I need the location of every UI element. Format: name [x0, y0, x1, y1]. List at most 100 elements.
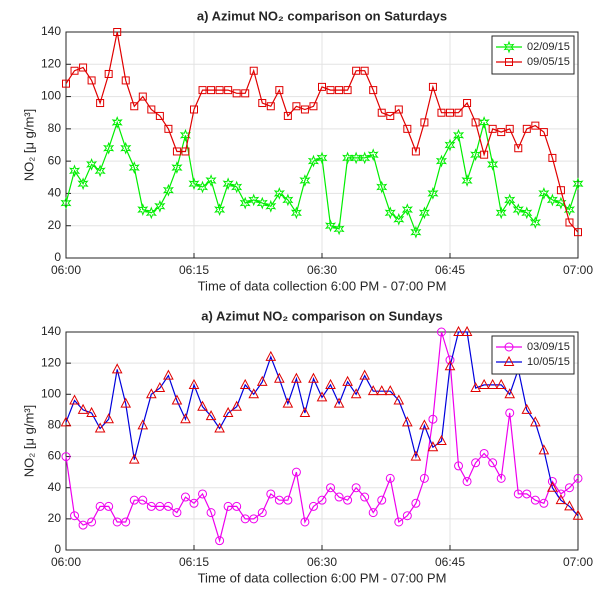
data-point [232, 89, 241, 98]
data-point [453, 325, 464, 336]
data-point [317, 495, 327, 505]
data-point [368, 508, 378, 518]
data-point [555, 196, 567, 210]
data-point [112, 517, 122, 527]
data-point [325, 378, 336, 389]
data-point [471, 458, 481, 468]
data-point [462, 476, 472, 486]
data-point [530, 416, 541, 427]
data-point [394, 517, 404, 527]
data-point [367, 148, 379, 162]
data-point [94, 164, 106, 178]
data-point [521, 403, 533, 414]
y-tick-label: 20 [48, 511, 62, 525]
data-point [480, 150, 489, 159]
y-axis-label: NO₂ [μ g/m³] [21, 405, 36, 477]
data-point [435, 154, 448, 168]
x-tick-label: 06:15 [179, 555, 209, 569]
data-point [274, 372, 285, 383]
data-point [172, 147, 181, 156]
data-point [283, 111, 292, 120]
axes-box [65, 31, 579, 259]
data-point [256, 375, 268, 386]
data-point [171, 394, 183, 405]
legend-box [491, 35, 575, 75]
data-point [463, 99, 472, 108]
data-point [350, 388, 362, 399]
data-point [360, 492, 370, 502]
data-point [300, 105, 309, 114]
data-point [70, 511, 80, 521]
data-point [146, 388, 157, 399]
data-point [444, 360, 456, 371]
data-point [573, 473, 583, 483]
data-point [95, 501, 105, 511]
x-tick-label: 06:00 [51, 555, 81, 569]
data-point [111, 116, 123, 129]
data-point [376, 180, 388, 194]
data-point [436, 434, 447, 445]
data-point [138, 92, 147, 101]
data-point [189, 498, 199, 508]
data-point [231, 400, 242, 411]
data-point [504, 388, 516, 399]
data-point [418, 206, 430, 220]
data-point [181, 147, 190, 156]
y-tick-label: 40 [48, 186, 62, 200]
data-point [461, 325, 473, 336]
data-point [207, 86, 216, 95]
data-point [69, 394, 80, 405]
data-point [283, 495, 293, 505]
data-point [309, 102, 318, 111]
data-point [290, 206, 302, 220]
data-point [478, 378, 490, 389]
data-point [308, 372, 319, 383]
data-point [427, 187, 439, 200]
data-point [384, 385, 396, 396]
data-point [103, 413, 114, 424]
data-point [120, 141, 132, 155]
data-point [163, 501, 173, 511]
data-point [411, 498, 421, 508]
data-point [86, 406, 97, 417]
data-point [333, 222, 345, 236]
data-point [538, 187, 550, 200]
data-point [428, 414, 438, 424]
y-tick-label: 80 [48, 121, 62, 135]
data-point [172, 508, 182, 518]
legend-label: 10/05/15 [527, 356, 570, 368]
data-point [564, 483, 574, 493]
data-point [240, 514, 250, 524]
data-point [198, 86, 207, 95]
data-point [299, 406, 311, 417]
data-point [215, 86, 224, 95]
data-point [521, 206, 533, 220]
data-point [188, 177, 200, 191]
data-point [197, 180, 209, 194]
data-point [488, 124, 497, 133]
data-point [335, 86, 344, 95]
data-point [137, 203, 149, 216]
data-point [308, 501, 318, 511]
data-point [146, 501, 156, 511]
data-point [155, 501, 165, 511]
data-point [121, 517, 131, 527]
data-point [138, 495, 148, 505]
data-point [419, 419, 430, 430]
y-tick-label: 40 [48, 480, 62, 494]
data-point [198, 489, 208, 499]
data-point [453, 128, 465, 142]
data-point [299, 174, 311, 187]
y-tick-label: 100 [41, 89, 61, 103]
data-point [224, 86, 233, 95]
data-point [419, 473, 429, 483]
data-point [60, 196, 72, 210]
data-point [444, 138, 456, 152]
data-point [565, 218, 574, 227]
data-point [360, 66, 369, 75]
data-point [103, 141, 115, 155]
data-point [556, 186, 565, 195]
x-axis-label: Time of data collection 6:00 PM - 07:00 … [198, 278, 447, 293]
legend-label: 09/05/15 [527, 56, 570, 68]
